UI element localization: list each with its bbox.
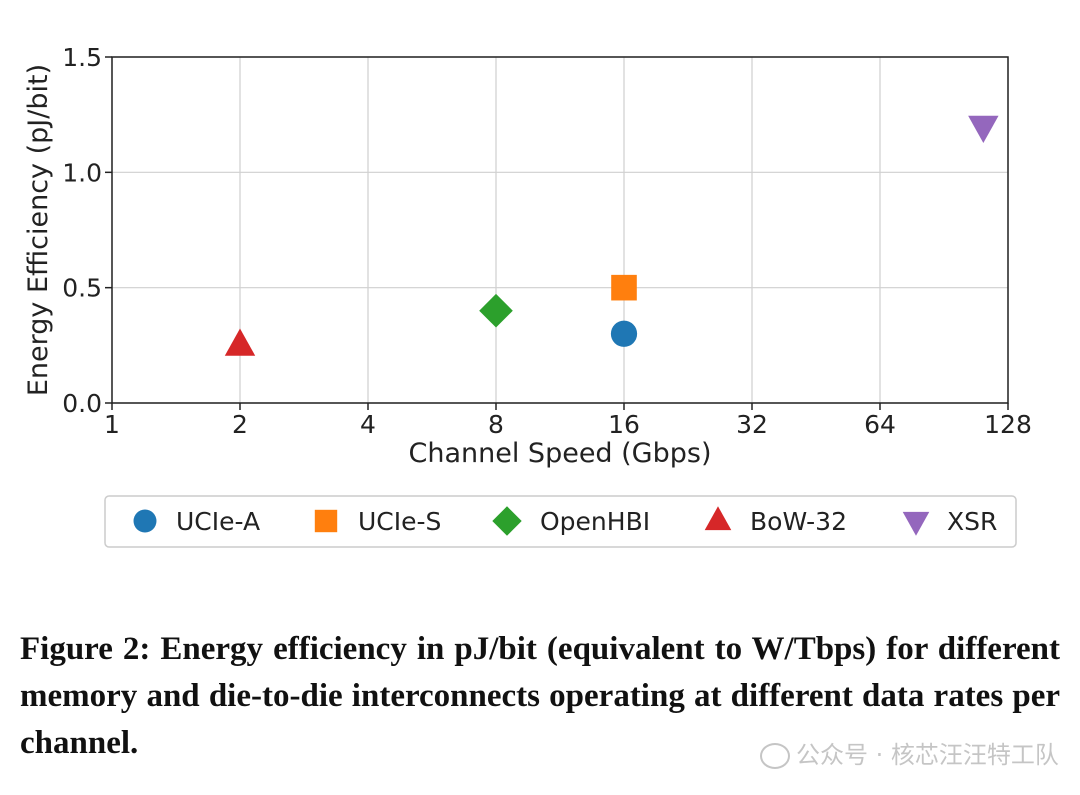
watermark: 公众号 · 核芯汪汪特工队 xyxy=(760,735,1060,770)
x-tick-label: 8 xyxy=(488,410,504,439)
legend-label-openhbi: OpenHBI xyxy=(540,507,650,536)
data-point-bow-32 xyxy=(224,328,256,356)
wechat-icon xyxy=(760,743,790,769)
x-tick-label: 2 xyxy=(232,410,248,439)
x-axis-title: Channel Speed (Gbps) xyxy=(409,438,712,469)
x-tick-label: 1 xyxy=(104,410,120,439)
data-point-ucie-s xyxy=(611,274,637,301)
x-tick-label: 128 xyxy=(984,410,1032,439)
data-points xyxy=(224,115,999,356)
legend-marker-openhbi xyxy=(492,506,522,536)
legend: UCIe-A UCIe-S OpenHBI BoW-32 XSR xyxy=(104,495,1017,548)
watermark-text: 公众号 · 核芯汪汪特工队 xyxy=(796,741,1059,769)
legend-label-ucie-s: UCIe-S xyxy=(358,507,441,536)
legend-label-xsr: XSR xyxy=(947,507,997,536)
legend-label-bow-32: BoW-32 xyxy=(750,507,847,536)
x-tick-label: 16 xyxy=(608,410,640,439)
x-tick-label: 32 xyxy=(736,410,768,439)
data-point-xsr xyxy=(968,115,999,143)
data-point-openhbi xyxy=(479,293,513,328)
scatter-chart: 1 2 4 8 16 32 64 128 0.0 0.5 1.0 1.5 Channel Speed … xyxy=(23,43,1032,548)
legend-box xyxy=(104,495,1017,548)
x-tick-label: 4 xyxy=(360,410,376,439)
y-tick-label: 0.0 xyxy=(62,389,102,418)
legend-marker-ucie-s xyxy=(314,509,338,533)
y-tick-label: 0.5 xyxy=(62,274,102,303)
y-tick-label: 1.5 xyxy=(62,43,102,72)
legend-label-ucie-a: UCIe-A xyxy=(176,507,260,536)
y-tick-label: 1.0 xyxy=(62,158,102,187)
plot-area-frame xyxy=(111,56,1009,404)
y-axis-title: Energy Efficiency (pJ/bit) xyxy=(23,64,54,396)
x-tick-label: 64 xyxy=(864,410,896,439)
legend-marker-xsr xyxy=(902,511,930,536)
axis-ticks: 1 2 4 8 16 32 64 128 0.0 0.5 1.0 1.5 xyxy=(62,43,1032,439)
figure-caption: Figure 2: Energy efficiency in pJ/bit (e… xyxy=(20,631,1060,761)
legend-marker-ucie-a xyxy=(133,509,157,533)
data-point-ucie-a xyxy=(610,320,638,347)
legend-marker-bow-32 xyxy=(704,506,732,531)
